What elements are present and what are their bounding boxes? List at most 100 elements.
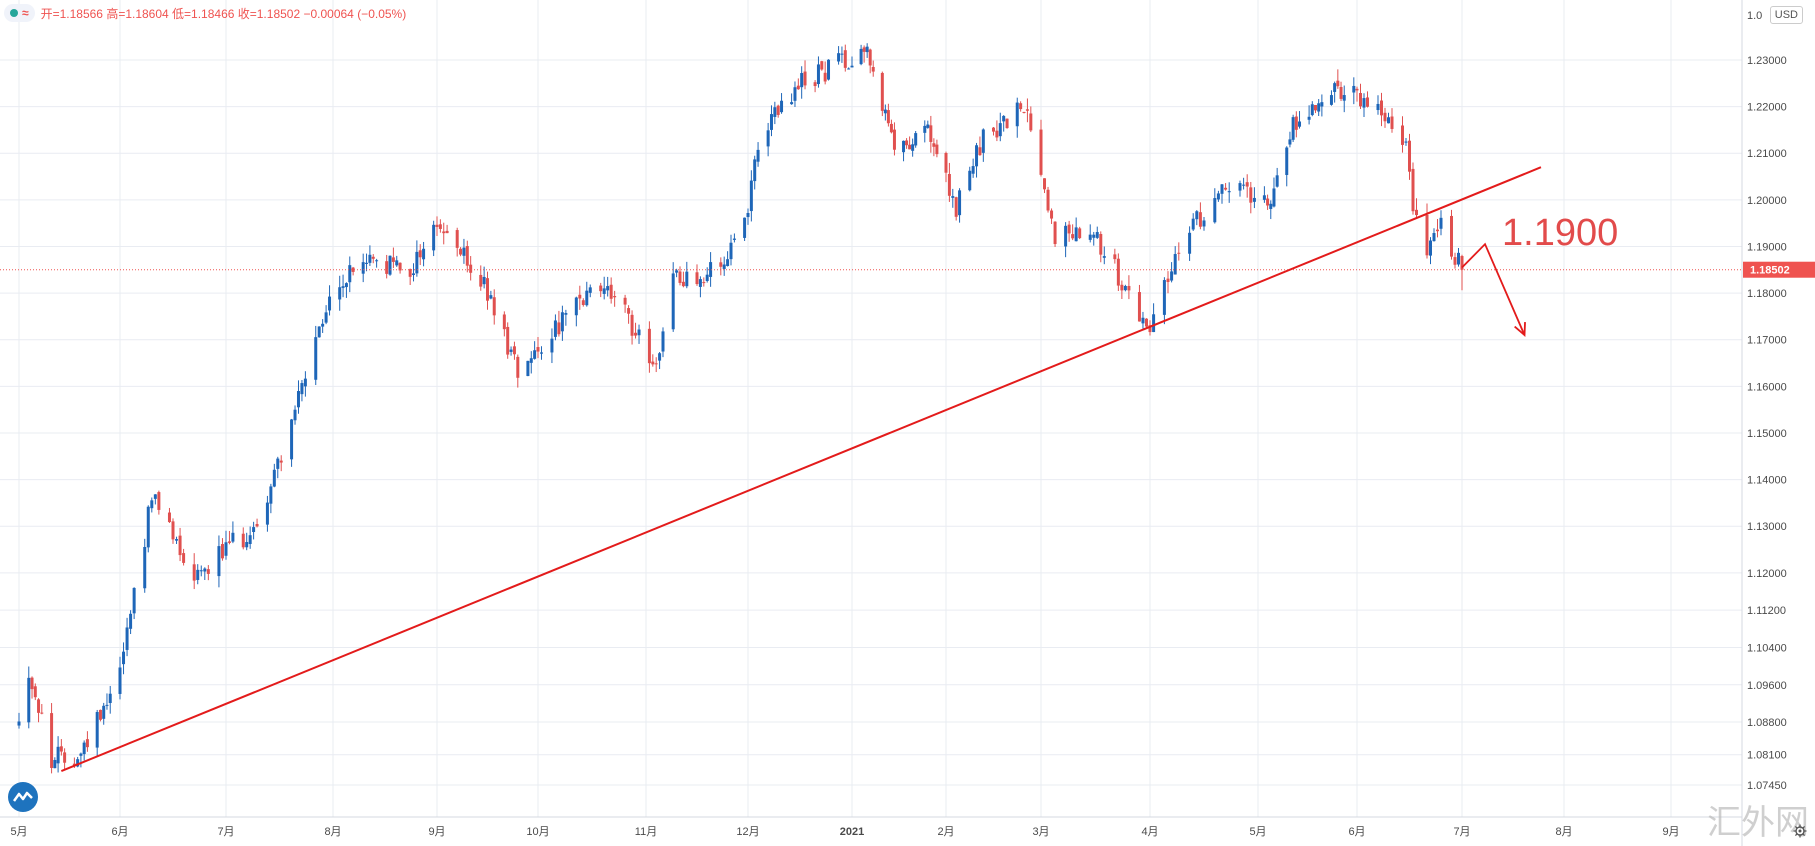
time-axis-tick-label: 8月 [1555, 826, 1572, 838]
candle-body [932, 143, 936, 147]
candle-body [581, 300, 585, 305]
candle-body [790, 102, 794, 105]
candle-body [199, 570, 203, 572]
candle-body [143, 546, 147, 589]
forecast-arrow-path [1461, 242, 1526, 336]
symbol-status-pill[interactable]: ≈ [4, 4, 35, 22]
price-axis-tick-label: 1.08100 [1747, 750, 1787, 762]
candle-body [800, 73, 804, 88]
candle-body [129, 613, 133, 629]
candle-body [998, 123, 1002, 137]
candle-body [1152, 314, 1156, 333]
candle-body [361, 262, 365, 274]
candle-body [269, 486, 273, 504]
candle-body [1099, 234, 1103, 255]
candle-body [1275, 175, 1279, 187]
candle-body [171, 521, 175, 540]
candle-body [1450, 215, 1453, 257]
candle-body [1025, 109, 1029, 111]
candle-body [678, 271, 682, 283]
candle-body [671, 273, 675, 330]
tradingview-logo-icon[interactable] [8, 782, 38, 812]
candle-body [1029, 113, 1033, 131]
candle-body [157, 492, 161, 510]
candle-body [902, 140, 906, 153]
candle-body [1252, 197, 1256, 202]
candle-body [375, 260, 379, 262]
candle-body [1320, 102, 1324, 107]
candle-body [1272, 188, 1276, 207]
candle-body [698, 279, 702, 287]
candle-body [1202, 220, 1206, 227]
candle-body [465, 246, 469, 266]
candle-body [958, 190, 962, 216]
candle-body [512, 346, 516, 355]
candle-body [995, 130, 999, 138]
candle-body [1067, 224, 1071, 234]
settings-gear-icon[interactable] [1793, 824, 1807, 838]
candle-body [1432, 233, 1436, 242]
candle-body [647, 328, 651, 364]
candle-body [892, 129, 896, 150]
candle-body [627, 308, 631, 314]
candle-body [1383, 112, 1387, 122]
candle-body [971, 166, 975, 174]
candle-body [1262, 195, 1266, 200]
candle-body [1245, 182, 1249, 187]
candle-body [1401, 125, 1404, 145]
time-axis-tick-label: 10月 [526, 826, 549, 838]
candle-body [391, 257, 395, 262]
candle-body [290, 419, 294, 460]
candle-body [1191, 218, 1195, 230]
candle-body [192, 564, 196, 581]
candle-body [348, 265, 352, 283]
candle-body [1148, 325, 1152, 333]
candle-body [79, 753, 83, 756]
candle-body [53, 760, 57, 769]
candle-body [947, 173, 951, 196]
candle-body [553, 320, 557, 337]
candle-body [749, 180, 753, 212]
candle-body [968, 170, 972, 191]
candle-body [588, 287, 592, 293]
candle-body [868, 49, 872, 66]
candle-body [944, 153, 948, 173]
candle-body [574, 297, 578, 316]
candle-body [303, 378, 307, 387]
time-axis-tick-label: 5月 [1249, 826, 1266, 838]
currency-button[interactable]: USD [1769, 6, 1803, 24]
candle-body [418, 250, 422, 258]
candle-body [1366, 97, 1369, 107]
candle-body [98, 709, 102, 720]
candle-body [1002, 115, 1006, 122]
candle-body [1411, 168, 1415, 212]
candle-body [245, 542, 249, 548]
candle-body [1224, 187, 1228, 190]
candle-body [56, 746, 60, 764]
candle-body [1078, 228, 1082, 239]
candle-body [1249, 187, 1253, 203]
candle-body [276, 458, 280, 469]
candle-body [1291, 117, 1295, 140]
candle-body [1213, 198, 1217, 223]
candle-body [685, 271, 689, 287]
time-axis-tick-label: 7月 [217, 826, 234, 838]
candle-body [1064, 225, 1068, 247]
candle-body [773, 107, 777, 117]
candle-body [455, 230, 459, 248]
candle-body [651, 361, 655, 365]
candle-body [1043, 178, 1047, 190]
candle-body [279, 460, 283, 463]
candle-body [1439, 217, 1443, 229]
time-axis-tick-label: 8月 [324, 826, 341, 838]
candle-body [623, 297, 627, 305]
candle-body [722, 264, 726, 269]
candle-body [743, 217, 747, 238]
candle-body [1313, 105, 1317, 111]
candle-body [1123, 285, 1127, 291]
candle-body [681, 281, 685, 287]
price-axis-tick-label: 1.17000 [1747, 335, 1787, 347]
candle-body [317, 326, 321, 338]
candle-body [1053, 221, 1057, 245]
